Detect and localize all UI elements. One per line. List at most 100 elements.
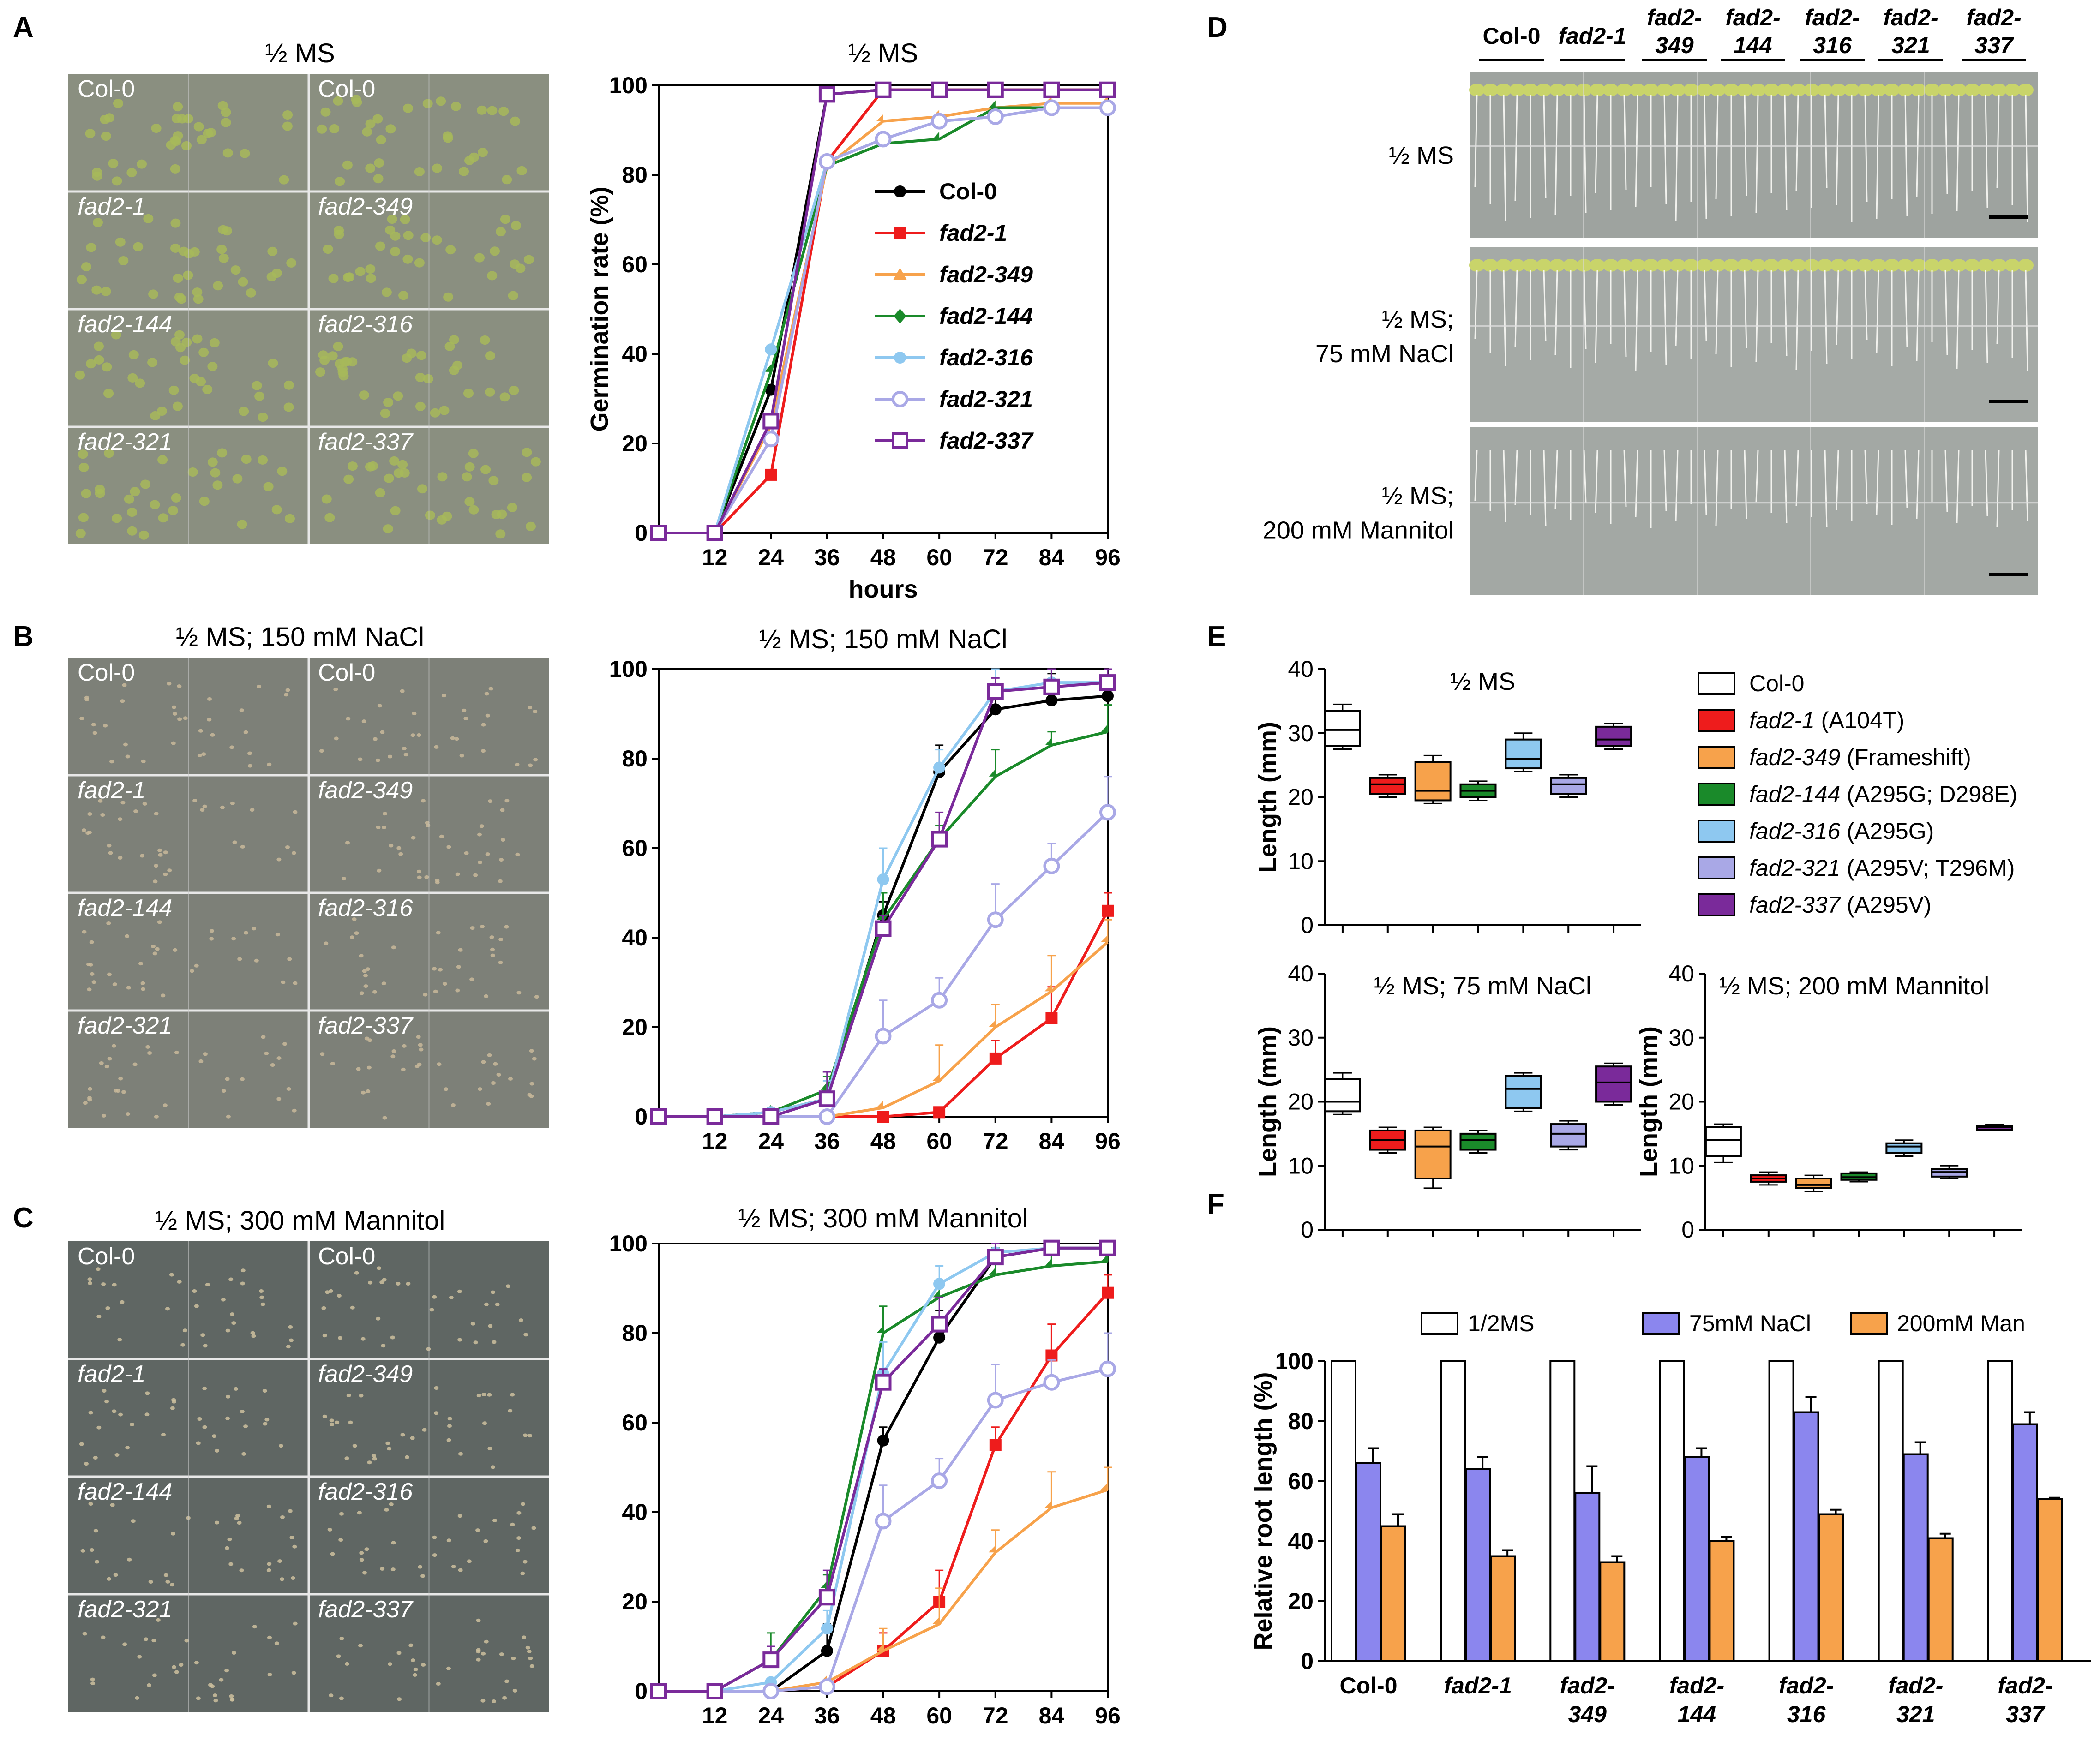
root-line: [1514, 269, 1518, 347]
root-line: [1704, 94, 1707, 219]
seed-dot: [239, 708, 244, 712]
cotyledon: [1911, 259, 1926, 272]
root-line: [1784, 269, 1788, 357]
seed-dot: [488, 687, 493, 691]
cotyledon: [1978, 259, 1993, 272]
seed-dot: [433, 989, 438, 993]
root-line: [1755, 94, 1759, 214]
seed-dot: [115, 237, 126, 247]
root-line: [1503, 449, 1506, 522]
seed-dot: [478, 148, 488, 157]
seed-dot: [389, 1502, 394, 1506]
seed-dot: [377, 1266, 382, 1270]
seed-dot: [266, 1568, 271, 1572]
seed-dot: [93, 218, 103, 227]
seed-dot: [107, 1057, 112, 1061]
seed-dot: [143, 214, 154, 223]
genotype-label-5: fad2-: [1883, 5, 1938, 30]
seed-dot: [491, 1081, 496, 1085]
point-fad2-144: [876, 1326, 883, 1334]
seed-dot: [168, 506, 178, 515]
seed-dot: [113, 1089, 118, 1093]
point-col-0: [1102, 690, 1114, 702]
seed-dot: [531, 1526, 536, 1530]
seed-dot: [282, 1042, 288, 1046]
seed-dot: [518, 1318, 523, 1322]
cotyledon: [1536, 259, 1552, 272]
seed-dot: [512, 1688, 517, 1693]
seed-dot: [183, 716, 188, 720]
condition-label-1: 75 mM NaCl: [1315, 340, 1454, 368]
seed-dot: [276, 1097, 282, 1101]
seed-dot: [516, 991, 522, 995]
seed-dot: [522, 1635, 526, 1639]
seed-dot: [480, 1699, 486, 1703]
point-fad2-316: [821, 1622, 833, 1635]
point-col-0: [765, 383, 777, 396]
cotyledon: [1469, 259, 1485, 272]
point-fad2-321: [875, 131, 892, 148]
seed-dot: [342, 160, 353, 170]
seed-dot: [120, 801, 126, 805]
seed-dot: [221, 108, 231, 117]
seed-dot: [496, 1073, 501, 1077]
root-line: [1583, 269, 1587, 350]
seed-dot: [443, 133, 453, 143]
y-tick-label: 40: [622, 341, 648, 367]
seed-dot: [237, 1521, 242, 1525]
seed-dot: [489, 935, 494, 939]
seed-dot: [484, 994, 489, 998]
seed-dot: [259, 1295, 264, 1299]
seed-dot: [240, 1281, 245, 1286]
genotype-label-6: fad2-: [1966, 5, 2021, 30]
legend-marker-fad2-321: [892, 391, 908, 407]
seed-dot: [408, 1643, 414, 1647]
x-category-label-fad2-1: fad2-1: [1444, 1673, 1512, 1699]
seed-dot: [241, 1452, 246, 1456]
seed-dot: [107, 1577, 112, 1581]
seed-dot: [424, 875, 429, 879]
seed-dot: [163, 1573, 168, 1577]
cotyledon: [1764, 259, 1779, 272]
seed-dot: [216, 245, 227, 254]
cotyledon: [1616, 259, 1632, 272]
photo-label-fad2-321: fad2-321: [78, 1596, 172, 1623]
seed-dot: [350, 935, 354, 939]
chart-title: ½ MS; 75 mM NaCl: [1374, 972, 1591, 1000]
seed-dot: [462, 472, 472, 482]
seed-dot: [171, 741, 176, 745]
y-tick-label: 100: [609, 72, 648, 98]
seed-dot: [254, 391, 265, 401]
y-tick-label: 20: [1288, 784, 1314, 810]
root-line: [2025, 269, 2028, 371]
seed-dot: [375, 241, 385, 251]
seed-dot: [163, 850, 168, 855]
point-fad2-337: [875, 1374, 892, 1391]
point-fad2-337: [1043, 678, 1060, 695]
seed-dot: [92, 731, 97, 735]
bar-75mm-nacl-fad2-337: [2012, 1423, 2038, 1662]
seed-dot: [87, 1098, 92, 1102]
photo-label-fad2-349: fad2-349: [318, 777, 413, 804]
legend-marker-fad2-1: [894, 227, 906, 239]
seed-dot: [375, 488, 385, 497]
point-fad2-144: [989, 769, 996, 777]
genotype-label-2: fad2-: [1647, 5, 1702, 30]
seed-dot: [462, 708, 467, 712]
cotyledon: [1496, 84, 1512, 96]
x-tick-label: 84: [1039, 1128, 1065, 1154]
root-line: [1864, 449, 1868, 504]
seed-dot: [104, 1400, 109, 1404]
seed-dot: [490, 246, 500, 256]
seed-dot: [220, 805, 225, 809]
y-tick-label: 80: [1288, 1408, 1314, 1434]
y-tick-label: 0: [1301, 1648, 1314, 1674]
point-fad2-144: [1045, 737, 1052, 745]
seed-dot: [95, 489, 105, 498]
seed-dot: [334, 229, 344, 239]
seed-dot: [228, 1277, 234, 1281]
seed-dot: [508, 1409, 513, 1413]
point-fad2-337: [987, 1249, 1004, 1266]
seed-dot: [263, 482, 274, 491]
point-fad2-321: [1099, 99, 1116, 116]
